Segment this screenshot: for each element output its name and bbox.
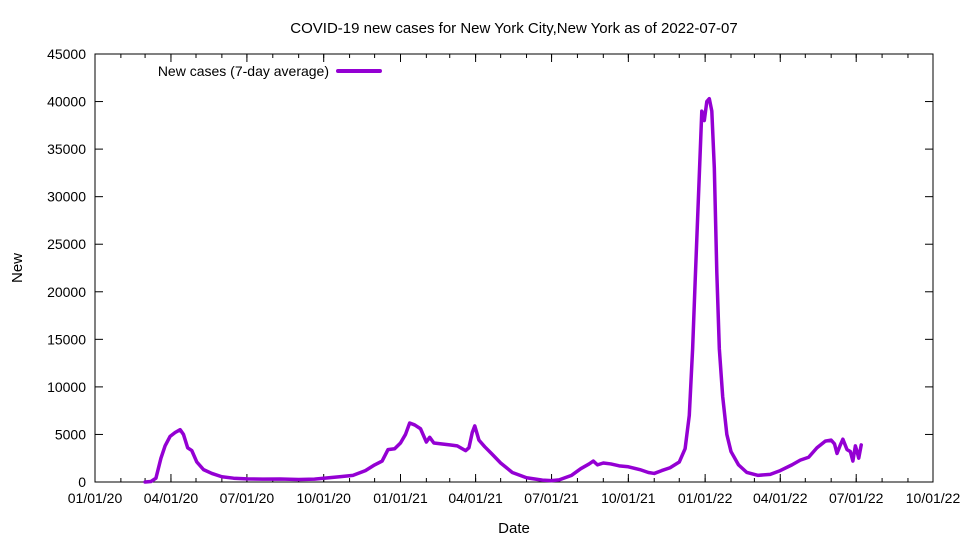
x-tick-label: 01/01/20 — [68, 490, 123, 506]
x-tick-label: 04/01/20 — [144, 490, 199, 506]
y-tick-label: 40000 — [47, 94, 86, 110]
x-tick-label: 07/01/21 — [524, 490, 579, 506]
x-tick-label: 10/01/22 — [906, 490, 960, 506]
x-tick-label: 10/01/20 — [296, 490, 351, 506]
y-tick-label: 10000 — [47, 379, 86, 395]
x-axis-label: Date — [498, 520, 530, 537]
x-tick-label: 10/01/21 — [601, 490, 656, 506]
x-tick-label: 01/01/21 — [373, 490, 428, 506]
legend-label: New cases (7-day average) — [158, 63, 329, 79]
y-tick-label: 5000 — [55, 426, 86, 442]
x-tick-label: 01/01/22 — [678, 490, 733, 506]
y-tick-label: 15000 — [47, 331, 86, 347]
y-tick-label: 0 — [78, 474, 86, 490]
y-tick-label: 20000 — [47, 284, 86, 300]
series-line — [143, 96, 863, 484]
chart-title: COVID-19 new cases for New York City,New… — [290, 20, 737, 37]
y-axis-label: New — [9, 253, 26, 283]
x-tick-label: 04/01/22 — [753, 490, 808, 506]
plot-frame — [94, 53, 934, 483]
y-tick-label: 35000 — [47, 141, 86, 157]
y-tick-label: 45000 — [47, 46, 86, 62]
x-tick-label: 04/01/21 — [448, 490, 503, 506]
x-tick-label: 07/01/20 — [220, 490, 275, 506]
y-tick-label: 30000 — [47, 189, 86, 205]
x-tick-label: 07/01/22 — [829, 490, 884, 506]
plot-area: 01/01/20 04/01/20 07/01/20 10/01/20 01/01/21… — [47, 46, 960, 506]
y-tick-label: 25000 — [47, 236, 86, 252]
